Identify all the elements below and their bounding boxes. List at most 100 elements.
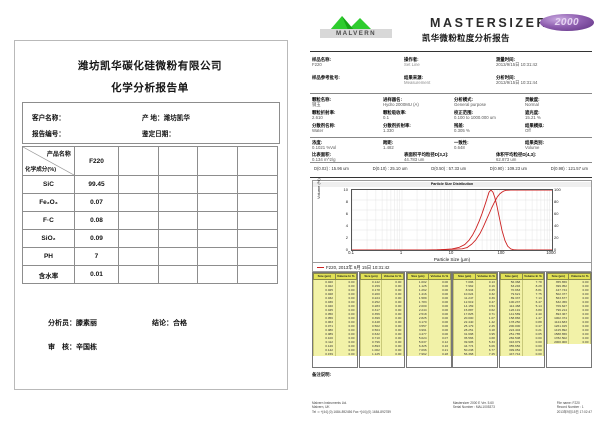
data-cell: 0.00 (381, 328, 404, 332)
data-table-row: 0.710 0.00 (359, 336, 404, 340)
data-table-row: 0.025 0.00 (313, 288, 357, 292)
data-cell: 8.81 (521, 288, 545, 292)
data-cell: 0.00 (428, 288, 451, 292)
field-操作者: 操作者: Set Line (404, 57, 420, 68)
y2-tick: 40 (554, 223, 559, 228)
data-table-row: 0.032 0.00 (313, 296, 357, 300)
data-cell: 0.00 (334, 292, 357, 296)
data-table-row: 11.247 0.39 (453, 296, 498, 300)
data-cell: 0.00 (381, 352, 404, 356)
y2-tick: 80 (554, 199, 559, 204)
origin-label: 产 地： (142, 115, 164, 122)
y-tick: 10 (343, 187, 348, 192)
data-cell: 2000.000 (546, 340, 570, 344)
data-cell: 0.00 (568, 328, 591, 332)
empty-cell (157, 229, 199, 248)
data-cell: 0.00 (381, 316, 404, 320)
data-table-row: 0.089 0.00 (313, 332, 357, 336)
data-cell: 0.13 (474, 279, 498, 284)
distribution-data-tables: Size (µm) Volume In % 0.020 0.00 0.022 0.00 0.… (312, 272, 592, 368)
data-table-row: 0.112 0.00 (313, 340, 357, 344)
data-cell: 0.00 (521, 336, 545, 340)
composition-table: 产品名称 化学成分(%) F220 SiC 99.45 Fe₂O₃ 0.07 F·C 0.08 S… (22, 146, 278, 284)
data-cell: 0.00 (334, 344, 357, 348)
data-cell: 0.16 (428, 344, 451, 348)
empty-cell (237, 175, 278, 194)
data-cell: 0.00 (381, 332, 404, 336)
chart-y-axis-label: Volume (%) (316, 178, 321, 199)
data-cell: 0.00 (334, 304, 357, 308)
data-table-row: 0.159 0.00 (359, 284, 404, 288)
field-结果来源: 结果来源: Measurement (404, 75, 431, 86)
field-分散剂折射率: 分散剂折射率: 1.330 (383, 123, 411, 134)
mastersizer-wordmark: MASTERSIZER (430, 16, 549, 30)
data-table-row: 1002.374 0.00 (546, 316, 591, 320)
field-颗粒吸收率: 颗粒吸收率: 0.1 (383, 110, 407, 121)
data-table-row: 8.934 0.25 (453, 288, 498, 292)
empty-cell (197, 193, 239, 212)
field-表面积平均粒径D[3,2: 表面积平均粒径D[3,2]: 44.783 um (404, 152, 449, 163)
data-table-row: 100.237 6.47 (500, 300, 545, 304)
data-cell: 7.962 (406, 352, 430, 356)
data-cell: 3.80 (521, 308, 545, 312)
table-row: SiC 99.45 (22, 175, 278, 194)
data-table-row: 0.893 0.00 (359, 344, 404, 348)
data-table-row: 0.632 0.00 (359, 332, 404, 336)
data-cell: 0.00 (428, 292, 451, 296)
data-cell: 0.00 (428, 304, 451, 308)
data-cell: 1.42 (474, 320, 498, 324)
x-tick: 1000 (546, 250, 556, 255)
data-cell: 0.00 (428, 279, 451, 284)
data-table-row: 15.887 0.62 (453, 308, 498, 312)
data-table-row: 14.159 0.54 (453, 304, 498, 308)
data-table-row: 7.096 0.21 (406, 348, 451, 352)
empty-cell (237, 211, 278, 230)
data-cell: 0.00 (381, 340, 404, 344)
data-table-row: 12.619 0.47 (453, 300, 498, 304)
x-tick: 0.1 (348, 250, 354, 255)
data-table-row: 0.224 0.00 (359, 296, 404, 300)
data-cell: 0.00 (568, 312, 591, 316)
empty-cell (118, 265, 159, 284)
data-cell: 0.07 (428, 336, 451, 340)
data-table-row: 22.440 1.42 (453, 320, 498, 324)
data-cell: 0.00 (568, 304, 591, 308)
field-跨距: 跨距: 1.482 (383, 140, 394, 151)
chart-x-axis-label: Particle Size (µm) (433, 257, 471, 262)
empty-cell (118, 211, 159, 230)
data-table-row: 709.627 0.00 (546, 304, 591, 308)
data-cell: 1.125 (359, 352, 383, 356)
data-cell: 0.00 (568, 296, 591, 300)
data-table-row: 1124.683 0.00 (546, 320, 591, 324)
field-进样器名: 进样器名: Hydro 2000MU (A) (383, 97, 419, 108)
empty-cell (237, 229, 278, 248)
reviewer-signature: 审 核：辛国栋 (48, 344, 97, 351)
empty-cell (157, 247, 199, 266)
data-table-row: 0.502 0.00 (359, 324, 404, 328)
data-table-row: 1261.915 0.00 (546, 324, 591, 328)
data-cell: 1.47 (521, 316, 545, 320)
data-table-row: 1588.656 0.00 (546, 332, 591, 336)
data-table-row: 178.250 0.88 (500, 320, 545, 324)
table-row: PH 7 (22, 247, 278, 266)
data-cell: 0.00 (428, 332, 451, 336)
data-cell: 2.45 (474, 324, 498, 328)
data-table-row: 355.656 0.00 (546, 279, 591, 284)
chart-curves (352, 190, 552, 250)
percentile-value: D(0.90) : 109.23 um (489, 166, 528, 171)
component-value: 0.09 (73, 229, 120, 248)
data-cell: 6.77 (474, 348, 498, 352)
data-cell: 7.13 (521, 296, 545, 300)
data-cell: 7.75 (521, 292, 545, 296)
data-table-row: 35.566 4.68 (453, 336, 498, 340)
data-cell: 0.00 (428, 328, 451, 332)
data-table-row: 2.825 0.00 (406, 316, 451, 320)
data-cell: 0.32 (474, 292, 498, 296)
divider-sample (310, 93, 592, 94)
data-cell: 0.00 (568, 332, 591, 336)
empty-cell (197, 229, 239, 248)
footer-instrument: Mastersizer 2000 E Ver. 5.60 Serial Numb… (452, 400, 495, 410)
field-体积平均粒径D[4,3]: 体积平均粒径D[4,3]: 62.873 um (496, 152, 537, 163)
data-table-row: 158.866 1.47 (500, 316, 545, 320)
